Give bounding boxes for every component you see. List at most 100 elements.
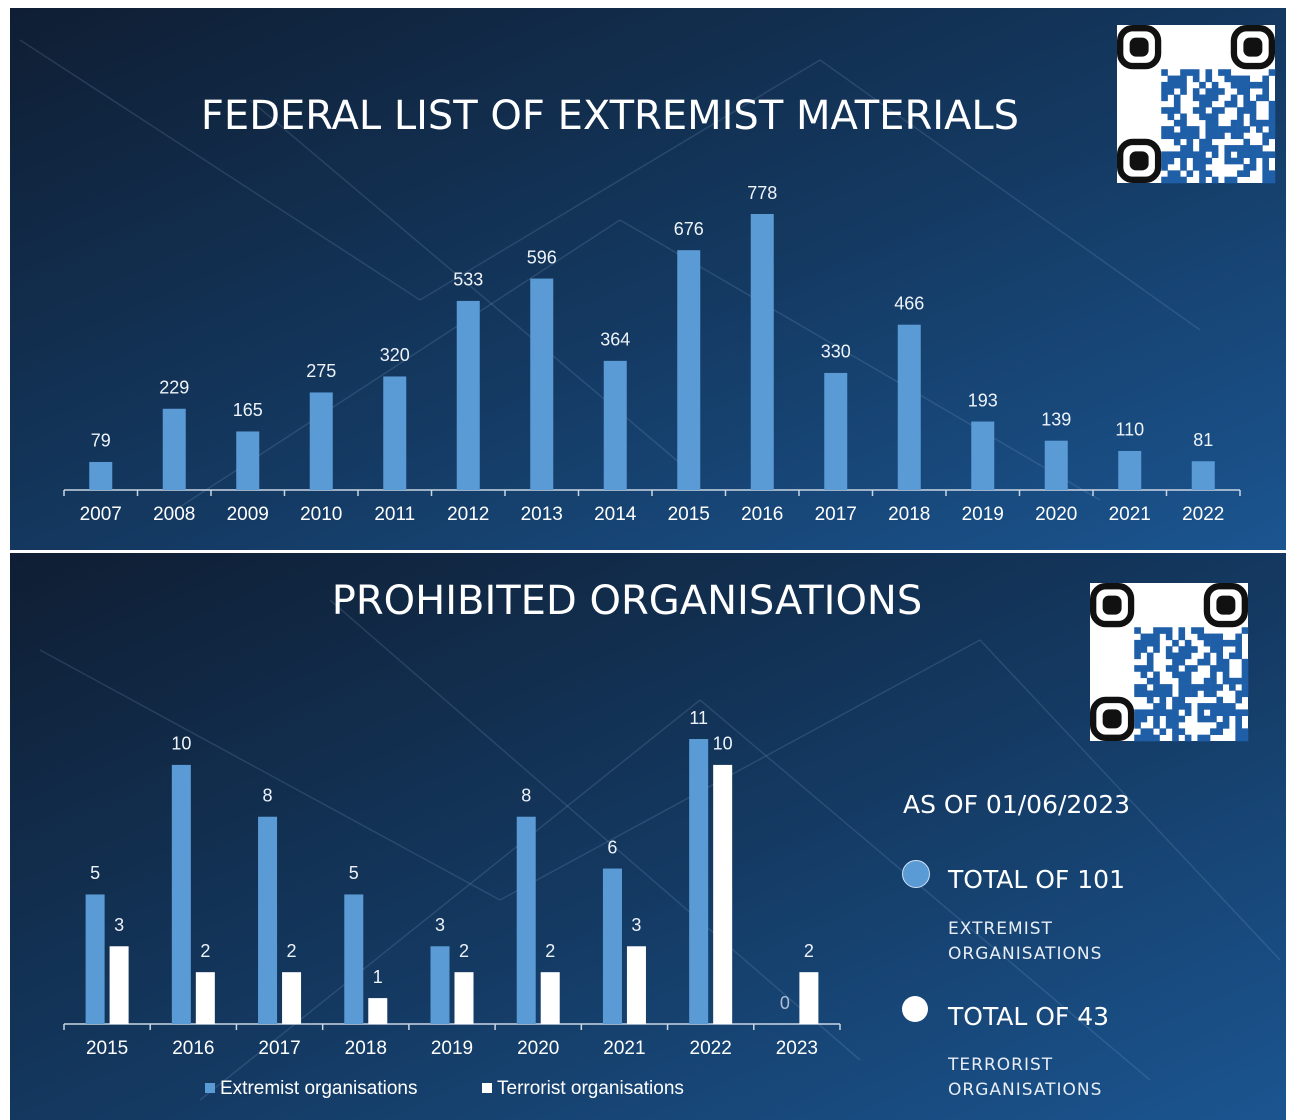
qr-module <box>1159 703 1167 710</box>
qr-module <box>1237 126 1244 133</box>
qr-module <box>1216 709 1224 717</box>
qr-module <box>1205 119 1213 127</box>
qr-module <box>1153 690 1160 698</box>
qr-module <box>1229 652 1236 660</box>
qr-module <box>1256 81 1263 89</box>
qr-module <box>1203 690 1211 698</box>
qr-module <box>1210 639 1217 647</box>
qr-module <box>1222 671 1230 679</box>
data-label: 3 <box>435 915 445 935</box>
qr-module <box>1178 627 1186 634</box>
data-label: 596 <box>527 247 557 267</box>
qr-module <box>1218 132 1225 140</box>
note-marker <box>902 860 930 888</box>
qr-module <box>1199 107 1206 114</box>
qr-code <box>1117 24 1276 184</box>
qr-module <box>1235 677 1242 685</box>
data-label: 3 <box>114 915 124 935</box>
bar <box>258 816 278 1024</box>
bar <box>383 376 407 490</box>
qr-module <box>1235 709 1242 717</box>
qr-module <box>1210 646 1217 653</box>
qr-module <box>1184 690 1192 698</box>
qr-module <box>1222 722 1230 729</box>
qr-module <box>1237 119 1244 127</box>
qr-module <box>1178 728 1186 735</box>
qr-module <box>1210 690 1217 698</box>
qr-module <box>1210 728 1217 735</box>
qr-module <box>1216 728 1224 735</box>
qr-module <box>1146 696 1154 704</box>
qr-module <box>1184 684 1192 691</box>
qr-module <box>1199 113 1206 121</box>
qr-module <box>1199 81 1206 89</box>
data-label: 320 <box>380 345 410 365</box>
qr-module <box>1216 633 1224 641</box>
bar <box>824 372 848 490</box>
qr-module <box>1235 722 1242 729</box>
bar <box>162 408 186 490</box>
qr-module <box>1243 126 1251 133</box>
qr-module <box>1218 69 1225 76</box>
bar <box>750 214 774 490</box>
qr-module <box>1140 690 1148 698</box>
qr-module <box>1256 145 1263 152</box>
data-label: 2 <box>545 941 555 961</box>
qr-module <box>1222 709 1230 717</box>
qr-module <box>1224 176 1232 184</box>
qr-module <box>1222 715 1230 723</box>
qr-module <box>1230 75 1238 83</box>
qr-module <box>1165 722 1173 729</box>
data-label: 533 <box>453 270 483 290</box>
bar <box>677 250 701 490</box>
qr-module <box>1167 75 1175 83</box>
qr-module <box>1140 633 1148 641</box>
qr-module <box>1184 677 1192 685</box>
data-label: 275 <box>306 361 336 381</box>
qr-module <box>1178 677 1186 685</box>
qr-module <box>1197 627 1205 634</box>
qr-finder <box>1117 138 1162 183</box>
qr-module <box>1140 646 1148 653</box>
qr-module <box>1249 81 1257 89</box>
qr-module <box>1173 100 1181 108</box>
qr-module <box>1184 639 1192 647</box>
qr-module <box>1153 639 1160 647</box>
qr-module <box>1167 81 1175 89</box>
qr-module <box>1192 107 1200 114</box>
qr-module <box>1165 665 1173 672</box>
qr-module <box>1262 119 1269 127</box>
qr-module <box>1268 113 1276 121</box>
legend-label: Terrorist organisations <box>497 1078 684 1099</box>
qr-module <box>1256 94 1263 102</box>
qr-module <box>1249 164 1257 171</box>
data-label: 10 <box>171 734 191 754</box>
qr-module <box>1216 658 1224 666</box>
qr-module <box>1161 88 1168 95</box>
qr-module <box>1172 671 1179 679</box>
qr-module <box>1178 633 1186 641</box>
qr-module <box>1249 151 1257 159</box>
qr-finder <box>1243 37 1263 57</box>
data-label: 8 <box>263 785 273 805</box>
qr-module <box>1180 164 1187 171</box>
qr-module <box>1235 639 1242 647</box>
data-label: 2 <box>200 941 210 961</box>
qr-module <box>1203 734 1211 742</box>
qr-module <box>1241 665 1249 672</box>
qr-module <box>1191 665 1198 672</box>
qr-module <box>1205 138 1213 146</box>
qr-module <box>1268 132 1276 140</box>
qr-module <box>1210 677 1217 685</box>
qr-module <box>1268 69 1276 76</box>
qr-module <box>1211 119 1219 127</box>
qr-module <box>1172 696 1179 704</box>
qr-module <box>1256 126 1263 133</box>
qr-module <box>1134 639 1141 647</box>
qr-module <box>1211 176 1219 184</box>
qr-module <box>1203 684 1211 691</box>
qr-module <box>1146 639 1154 647</box>
qr-module <box>1192 164 1200 171</box>
qr-module <box>1161 157 1168 165</box>
